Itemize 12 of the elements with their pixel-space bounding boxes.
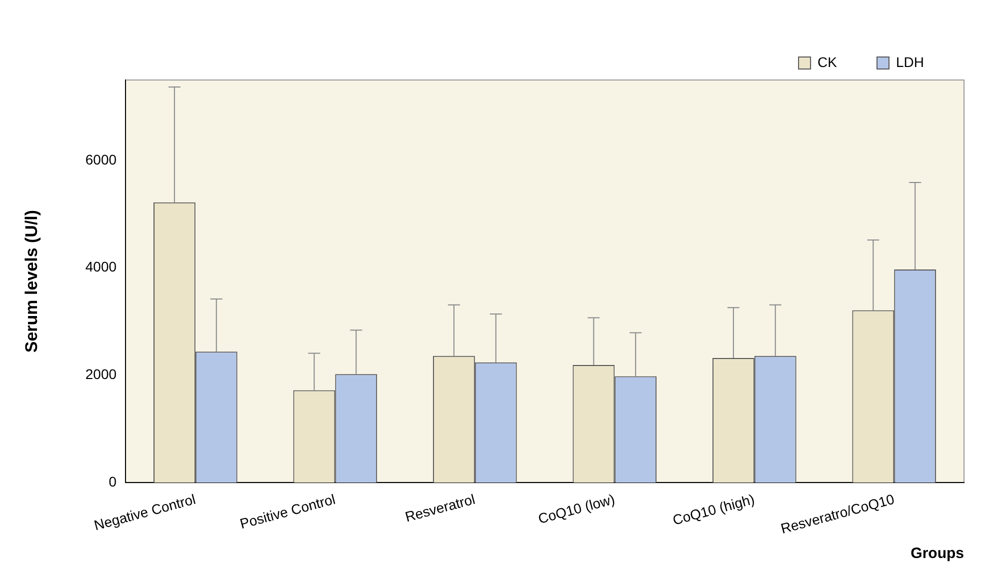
y-tick-label: 4000 [85, 258, 117, 275]
x-axis-title: Groups [910, 545, 964, 562]
legend-label: CK [818, 54, 838, 70]
legend-label: LDH [896, 54, 924, 70]
y-tick-label: 6000 [85, 151, 117, 168]
x-tick-label: CoQ10 (high) [670, 490, 756, 528]
y-tick-label: 0 [108, 473, 117, 490]
y-axis-title: Serum levels (U/l) [22, 210, 41, 353]
y-tick-label: 2000 [85, 366, 117, 382]
x-tick-label: Negative Control [92, 490, 198, 534]
x-tick-label: Positive Control [238, 490, 337, 532]
x-tick-label: CoQ10 (low) [536, 490, 616, 527]
